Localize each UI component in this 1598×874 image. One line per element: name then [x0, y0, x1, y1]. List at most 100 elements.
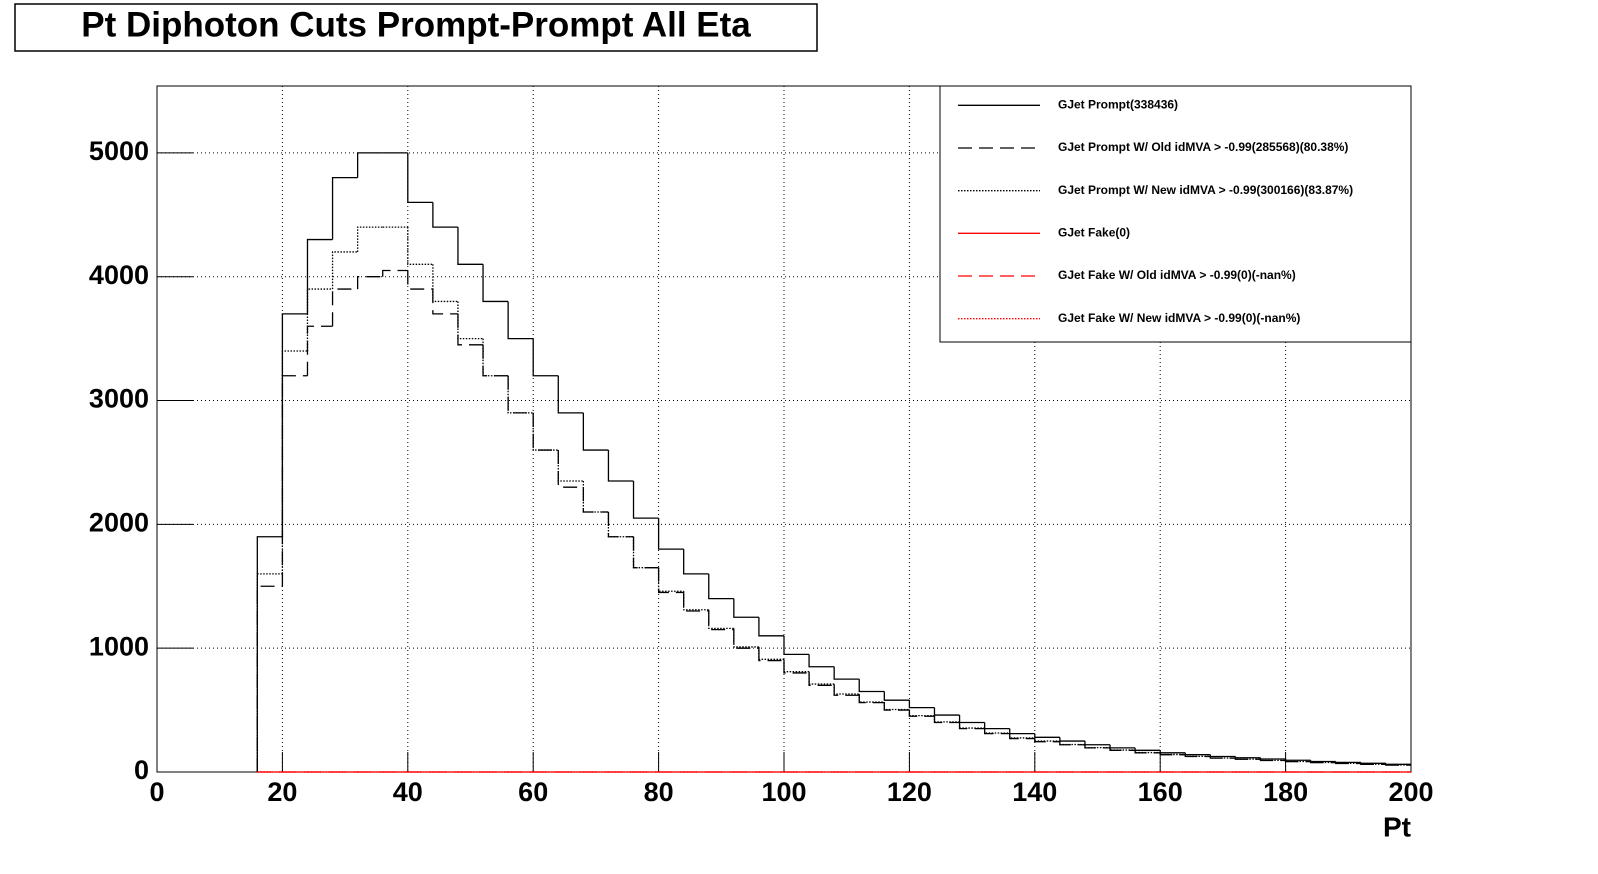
legend-label: GJet Prompt W/ New idMVA > -0.99(300166)… [1058, 183, 1353, 197]
x-tick-label: 100 [761, 777, 806, 807]
histogram-step [708, 573, 734, 600]
y-tick-label: 3000 [89, 384, 149, 414]
histogram-step [482, 338, 509, 377]
title-box [14, 3, 818, 52]
histogram-step [557, 450, 584, 482]
histogram-step [1335, 762, 1361, 764]
histogram-step [783, 659, 810, 673]
histogram-step [482, 264, 509, 303]
histogram-step [507, 301, 534, 340]
y-tick-label: 5000 [89, 136, 149, 166]
histogram-step [657, 518, 684, 550]
histogram-step [833, 685, 860, 696]
legend-label: GJet Fake(0) [1058, 226, 1130, 240]
histogram-step [1284, 760, 1311, 763]
histogram-step [958, 721, 985, 729]
histogram-step [1184, 754, 1211, 758]
histogram-step [908, 700, 935, 709]
x-tick-label: 80 [644, 777, 674, 807]
histogram-step [306, 238, 333, 314]
histogram-step [1034, 737, 1060, 742]
histogram-step [783, 660, 810, 674]
histogram-step [632, 481, 659, 519]
legend-label: GJet Fake W/ Old idMVA > -0.99(0)(-nan%) [1058, 268, 1296, 282]
histogram-step [1084, 744, 1111, 749]
histogram-step [1009, 732, 1035, 739]
y-tick-label: 4000 [89, 260, 149, 290]
histogram-step [1059, 741, 1085, 746]
histogram-step [306, 288, 333, 351]
histogram-step [733, 598, 759, 618]
histogram-step [808, 672, 835, 686]
histogram-step [356, 276, 383, 290]
histogram-step [833, 684, 860, 695]
histogram-step [407, 152, 433, 204]
histogram-step [1385, 764, 1411, 766]
histogram-step [883, 691, 910, 701]
histogram-step [407, 270, 433, 290]
histogram-step [758, 617, 784, 637]
histogram-step [1159, 752, 1186, 756]
x-tick-label: 160 [1138, 777, 1183, 807]
histogram-step [683, 591, 709, 611]
histogram-step [683, 549, 709, 575]
histogram-step [1134, 750, 1161, 754]
histogram-step [783, 635, 810, 656]
histogram-step [1259, 759, 1286, 762]
histogram-step [657, 567, 684, 594]
histogram-step [708, 609, 734, 630]
histogram-step [808, 654, 835, 668]
chart-title: Pt Diphoton Cuts Prompt-Prompt All Eta [81, 5, 751, 44]
histogram-step [331, 176, 358, 240]
histogram-step [983, 728, 1010, 734]
histogram-step [457, 313, 484, 346]
legend-label: GJet Prompt(338436) [1058, 98, 1178, 112]
histogram-step [933, 715, 960, 723]
histogram-step [532, 338, 559, 377]
histogram-step [256, 585, 283, 772]
histogram-step [607, 450, 634, 482]
histogram-step [908, 709, 935, 717]
histogram-step [858, 693, 885, 703]
histogram-step [1310, 761, 1336, 764]
histogram-step [382, 269, 408, 277]
histogram-step [331, 251, 358, 290]
histogram-step [356, 152, 383, 178]
histogram-step [758, 646, 784, 660]
histogram-step [582, 481, 609, 513]
histogram-step [457, 227, 484, 265]
histogram-step [356, 226, 383, 252]
y-tick-label: 0 [134, 755, 149, 785]
x-tick-label: 0 [149, 777, 164, 807]
x-tick-label: 60 [518, 777, 548, 807]
histogram-step [432, 264, 458, 303]
legend-box [939, 85, 1412, 343]
histogram-step [733, 628, 759, 648]
histogram-step [457, 301, 484, 340]
histogram-step [281, 350, 308, 574]
histogram-step [833, 666, 860, 680]
x-tick-label: 200 [1388, 777, 1433, 807]
legend-label: GJet Fake W/ New idMVA > -0.99(0)(-nan%) [1058, 311, 1300, 325]
histogram-step [808, 671, 835, 685]
x-tick-label: 180 [1263, 777, 1308, 807]
histogram-step [532, 412, 559, 451]
histogram-step [607, 511, 634, 538]
x-tick-label: 140 [1012, 777, 1057, 807]
histogram-step [557, 375, 584, 414]
legend-label: GJet Prompt W/ Old idMVA > -0.99(285568)… [1058, 140, 1348, 154]
histogram-step [1234, 758, 1261, 760]
y-tick-label: 2000 [89, 507, 149, 537]
x-tick-label: 40 [393, 777, 423, 807]
histogram-step [256, 573, 283, 772]
histogram-step [407, 227, 433, 265]
y-tick-label: 1000 [89, 631, 149, 661]
histogram-step [331, 288, 358, 327]
histogram-step [758, 648, 784, 662]
histogram-step [657, 567, 684, 592]
x-axis-label: Pt [1383, 811, 1411, 842]
histogram-step [582, 412, 609, 451]
x-tick-label: 120 [887, 777, 932, 807]
histogram-step [432, 202, 458, 228]
histogram-step [632, 536, 659, 569]
